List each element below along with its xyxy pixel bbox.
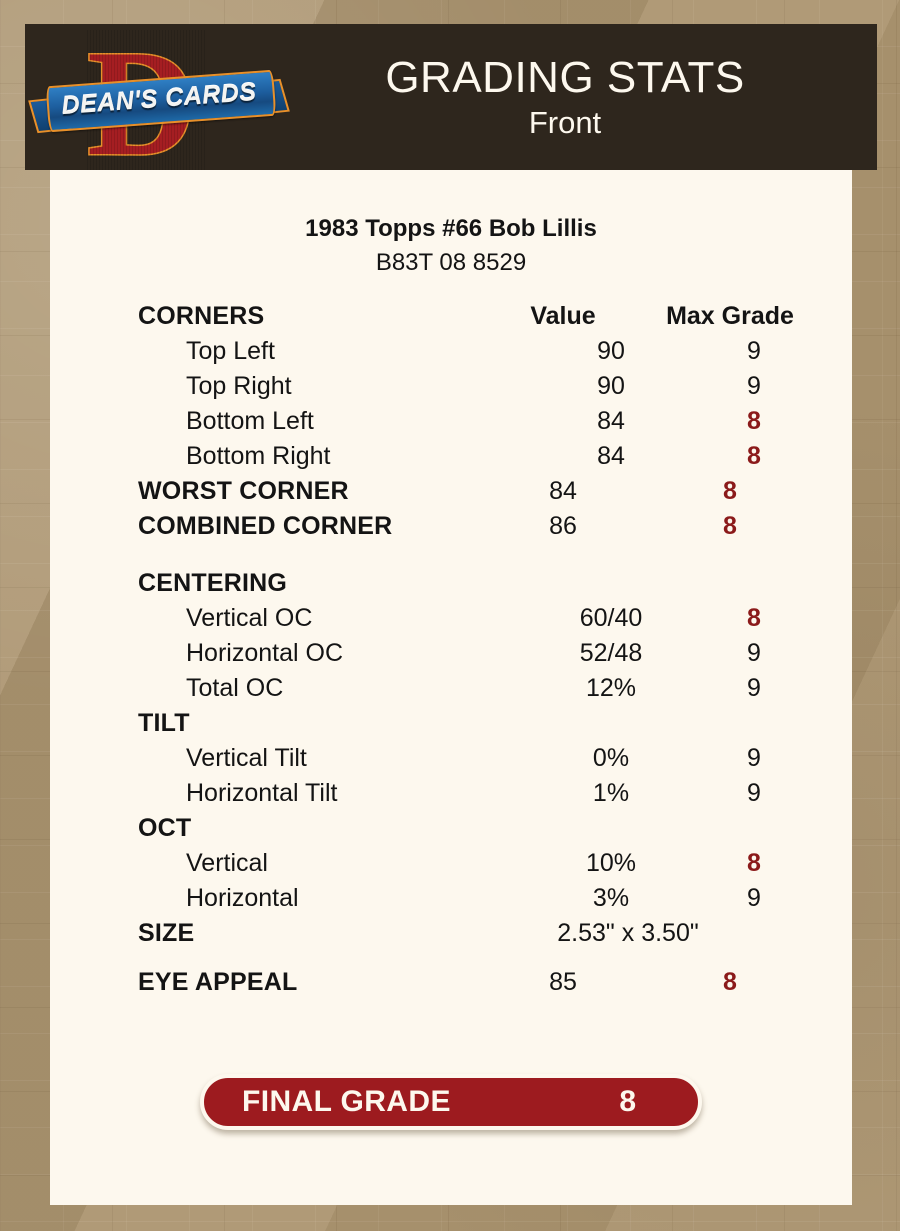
stats-row-label: CENTERING: [138, 569, 288, 597]
stats-row-value: 12%: [585, 674, 637, 702]
stats-row: Vertical OC 60/40 8: [138, 604, 812, 639]
stats-row-value: 60/40: [579, 604, 643, 632]
stats-row-label: Top Right: [186, 372, 292, 400]
stats-row-max-grade: 9: [747, 674, 761, 702]
stats-row-max-grade: 8: [723, 968, 737, 996]
stats-row: Total OC 12% 9: [138, 674, 812, 709]
stats-row-max-grade: 8: [747, 604, 761, 632]
stats-row-value: 90: [597, 372, 625, 400]
stats-row-value: 85: [549, 968, 577, 996]
logo-ribbon: DEAN'S CARDS: [28, 69, 290, 134]
stats-row-max-grade: 9: [747, 372, 761, 400]
stats-row: Top Left 90 9: [138, 337, 812, 372]
stats-row-label: Vertical: [186, 849, 268, 877]
stats-row-label: Top Left: [186, 337, 275, 365]
stats-row-label: CORNERS: [138, 302, 265, 330]
stats-row-value: 1%: [592, 779, 630, 807]
stats-row-value: 3%: [592, 884, 630, 912]
stats-row-max-grade: 8: [723, 477, 737, 505]
final-grade-banner: FINAL GRADE 8: [200, 1074, 702, 1130]
stats-row-max-grade: 8: [747, 407, 761, 435]
stats-row-max-grade: 8: [723, 512, 737, 540]
stats-row-value: 84: [597, 407, 625, 435]
stats-table: CORNERS Value Max Grade Top Left 90 9 Top Righ…: [50, 302, 852, 1003]
page-subtitle: Front: [528, 105, 602, 140]
stats-row: Bottom Left 84 8: [138, 407, 812, 442]
stats-row-max-grade: 9: [747, 744, 761, 772]
stats-row-label: Horizontal: [186, 884, 299, 912]
stats-row-max-grade: 9: [747, 639, 761, 667]
stats-row: Vertical 10% 8: [138, 849, 812, 884]
stats-panel: 1983 Topps #66 Bob Lillis B83T 08 8529 C…: [50, 170, 852, 1205]
stats-row-label: Vertical Tilt: [186, 744, 307, 772]
deans-cards-logo[interactable]: D DEAN'S CARDS: [25, 24, 293, 181]
stats-row: CENTERING: [138, 569, 812, 604]
stats-row: Top Right 90 9: [138, 372, 812, 407]
stats-row-max-grade: 8: [747, 442, 761, 470]
stats-row-label: Vertical OC: [186, 604, 313, 632]
final-grade-label: FINAL GRADE: [242, 1085, 451, 1118]
card-name: 1983 Topps #66 Bob Lillis: [305, 215, 597, 242]
stats-row: CORNERS Value Max Grade: [138, 302, 812, 337]
logo-wordmark: DEAN'S CARDS: [60, 77, 258, 120]
stats-row: Horizontal 3% 9: [138, 884, 812, 919]
stats-row: OCT: [138, 814, 812, 849]
stats-row: Vertical Tilt 0% 9: [138, 744, 812, 779]
stats-row: EYE APPEAL 85 8: [138, 968, 812, 1003]
stats-row: COMBINED CORNER 86 8: [138, 512, 812, 547]
stats-row-max-grade: 9: [747, 779, 761, 807]
stats-row: WORST CORNER 84 8: [138, 477, 812, 512]
stats-row-max-grade: 9: [747, 337, 761, 365]
stats-row-label: WORST CORNER: [138, 477, 349, 505]
stats-row: Horizontal Tilt 1% 9: [138, 779, 812, 814]
final-grade-area: FINAL GRADE 8: [50, 1074, 852, 1130]
stats-row: Bottom Right 84 8: [138, 442, 812, 477]
stats-row-label: Bottom Left: [186, 407, 314, 435]
stats-row: Horizontal OC 52/48 9: [138, 639, 812, 674]
stats-row-value: 84: [597, 442, 625, 470]
stats-row-label: Bottom Right: [186, 442, 331, 470]
stats-row-value: 90: [597, 337, 625, 365]
stats-row-max-grade: 8: [747, 849, 761, 877]
card-serial-number: B83T 08 8529: [375, 249, 527, 276]
stats-row: TILT: [138, 709, 812, 744]
stats-row-label: Total OC: [186, 674, 284, 702]
stats-row-label: EYE APPEAL: [138, 968, 298, 996]
grading-stats-card: D DEAN'S CARDS GRADING STATS Front 1983 …: [25, 24, 877, 1205]
final-grade-value: 8: [619, 1085, 636, 1118]
stats-row-value: Value: [530, 302, 596, 330]
page-title: GRADING STATS: [385, 53, 745, 102]
stats-row-label: Horizontal OC: [186, 639, 343, 667]
card-header: D DEAN'S CARDS GRADING STATS Front: [25, 24, 877, 181]
stats-row-label: TILT: [138, 709, 190, 737]
stats-row-max-grade: Max Grade: [666, 302, 794, 330]
stats-row-value: 86: [549, 512, 577, 540]
stats-row-value: 52/48: [579, 639, 643, 667]
stats-row-value: 2.53" x 3.50": [557, 919, 699, 947]
stats-row: SIZE 2.53" x 3.50": [138, 919, 812, 954]
header-title-block: GRADING STATS Front: [293, 52, 877, 142]
stats-row-label: SIZE: [138, 919, 195, 947]
stats-row-value: 84: [549, 477, 577, 505]
stats-row-max-grade: 9: [747, 884, 761, 912]
stats-row-label: OCT: [138, 814, 192, 842]
stats-row-label: Horizontal Tilt: [186, 779, 338, 807]
stats-row-label: COMBINED CORNER: [138, 512, 393, 540]
stats-row-value: 10%: [585, 849, 637, 877]
stats-row-value: 0%: [592, 744, 630, 772]
